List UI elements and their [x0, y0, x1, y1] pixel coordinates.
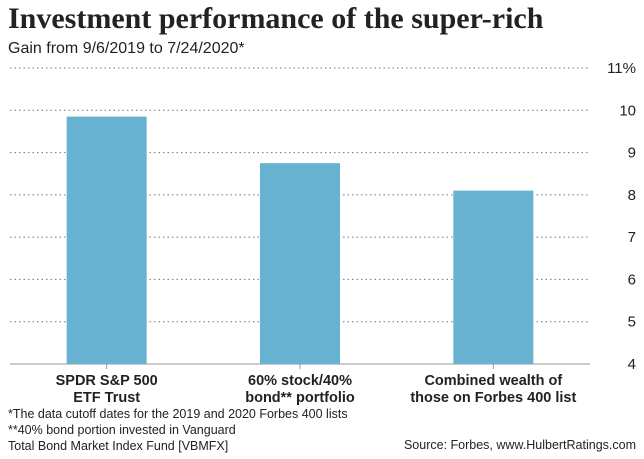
y-tick-label: 4 — [628, 356, 636, 373]
footnote-3: Total Bond Market Index Fund [VBMFX] — [8, 439, 229, 453]
source-note: Source: Forbes, www.HulbertRatings.com — [403, 438, 636, 452]
x-category-label: 60% stock/40% — [248, 373, 352, 389]
y-tick-label: 5 — [628, 314, 636, 331]
y-tick-label: 10 — [619, 102, 636, 119]
chart-subtitle: Gain from 9/6/2019 to 7/24/2020* — [8, 40, 245, 57]
x-category-label: SPDR S&P 500 — [56, 373, 158, 389]
bar — [260, 163, 340, 364]
bar — [453, 190, 534, 364]
y-tick-label: 7 — [628, 229, 636, 246]
y-tick-label: 9 — [628, 145, 636, 162]
x-category-label: those on Forbes 400 list — [410, 390, 576, 406]
footnotes: *The data cutoff dates for the 2019 and … — [8, 406, 368, 454]
chart-title: Investment performance of the super-rich — [8, 2, 544, 35]
x-category-label: Combined wealth of — [424, 373, 562, 389]
x-category-label: ETF Trust — [73, 390, 140, 406]
footnote-1: *The data cutoff dates for the 2019 and … — [8, 407, 348, 421]
y-tick-label: 8 — [628, 187, 636, 204]
bar — [66, 116, 147, 364]
footnote-2: **40% bond portion invested in Vanguard — [8, 423, 236, 437]
y-tick-label: 11% — [607, 60, 636, 77]
y-tick-label: 6 — [628, 271, 636, 288]
x-category-label: bond** portfolio — [245, 390, 355, 406]
